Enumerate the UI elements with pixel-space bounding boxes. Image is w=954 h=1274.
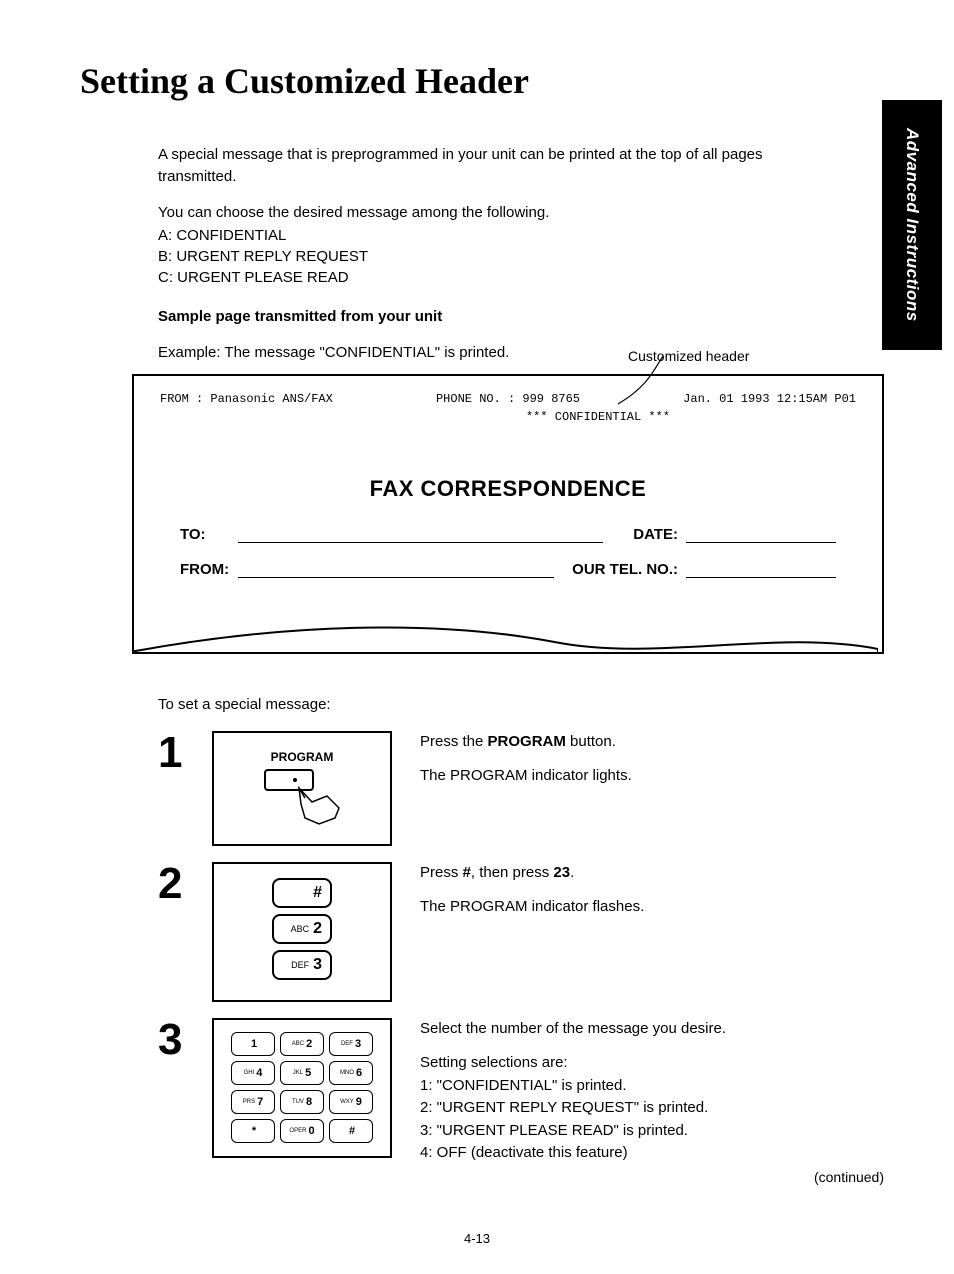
example-line: Example: The message "CONFIDENTIAL" is p… [158,342,818,364]
key-3: DEF3 [272,950,332,980]
step-2-text: Press #, then press 23. The PROGRAM indi… [420,862,884,931]
steps: 1 PROGRAM Press the PROGRAM button. The … [158,731,884,1165]
page-title: Setting a Customized Header [80,60,884,102]
fax-to-label: TO: [180,526,238,543]
options-list: A: CONFIDENTIAL B: URGENT REPLY REQUEST … [158,225,818,288]
step-1-text: Press the PROGRAM button. The PROGRAM in… [420,731,884,800]
fax-from-label: FROM: [180,561,238,578]
fax-from: FROM : Panasonic ANS/FAX [160,392,333,406]
step-3-diagram: 1 ABC2 DEF3 GHI4 JKL5 MNO6 PRS7 TUV8 WXY… [212,1018,392,1158]
fax-date-label: DATE: [633,526,686,543]
fax-to-line [238,526,603,543]
fax-tel-label: OUR TEL. NO.: [572,561,686,578]
torn-edge [132,614,878,654]
keypad-1: 1 [231,1032,275,1056]
fax-sample-page: FROM : Panasonic ANS/FAX PHONE NO. : 999… [132,374,884,654]
keypad-3: DEF3 [329,1032,373,1056]
fax-row-to: TO: DATE: [160,526,856,543]
intro-block: A special message that is preprogrammed … [158,144,818,364]
option-a: A: CONFIDENTIAL [158,225,818,246]
intro-p1: A special message that is preprogrammed … [158,144,818,188]
keypad: 1 ABC2 DEF3 GHI4 JKL5 MNO6 PRS7 TUV8 WXY… [231,1032,373,1143]
key-hash: # [272,878,332,908]
side-tab: Advanced Instructions [882,100,942,350]
key-2: ABC2 [272,914,332,944]
step-1-number: 1 [158,731,212,775]
fax-from-line [238,561,554,578]
step-1: 1 PROGRAM Press the PROGRAM button. The … [158,731,884,846]
keypad-8: TUV8 [280,1090,324,1114]
keypad-5: JKL5 [280,1061,324,1085]
intro-p2: You can choose the desired message among… [158,202,818,224]
keypad-2: ABC2 [280,1032,324,1056]
step-3: 3 1 ABC2 DEF3 GHI4 JKL5 MNO6 PRS7 TUV8 W… [158,1018,884,1165]
program-label: PROGRAM [271,750,334,764]
fax-title: FAX CORRESPONDENCE [160,476,856,502]
keypad-4: GHI4 [231,1061,275,1085]
step-2-number: 2 [158,862,212,906]
step-1-diagram: PROGRAM [212,731,392,846]
step-3-number: 3 [158,1018,212,1062]
keypad-star: * [231,1119,275,1143]
fax-row-from: FROM: OUR TEL. NO.: [160,561,856,578]
step-2-diagram: # ABC2 DEF3 [212,862,392,1002]
step-3-text: Select the number of the message you des… [420,1018,884,1165]
step-2: 2 # ABC2 DEF3 Press #, then press 23. Th… [158,862,884,1002]
keypad-7: PRS7 [231,1090,275,1114]
fax-date: Jan. 01 1993 12:15AM P01 [683,392,856,406]
keypad-hash: # [329,1119,373,1143]
option-c: C: URGENT PLEASE READ [158,267,818,288]
page-number: 4-13 [0,1231,954,1246]
program-button-icon [257,768,347,826]
continued-label: (continued) [80,1169,884,1185]
fax-date-line [686,526,836,543]
fax-confidential: *** CONFIDENTIAL *** [340,410,856,424]
option-b: B: URGENT REPLY REQUEST [158,246,818,267]
keypad-6: MNO6 [329,1061,373,1085]
to-set-label: To set a special message: [158,696,884,713]
keypad-0: OPER0 [280,1119,324,1143]
fax-phone: PHONE NO. : 999 8765 [436,392,580,406]
example-text: Example: The message "CONFIDENTIAL" is p… [158,344,509,361]
fax-tel-line [686,561,836,578]
fax-header-row: FROM : Panasonic ANS/FAX PHONE NO. : 999… [160,392,856,406]
side-tab-label: Advanced Instructions [902,128,922,322]
sample-heading: Sample page transmitted from your unit [158,306,818,328]
keypad-9: WXY9 [329,1090,373,1114]
